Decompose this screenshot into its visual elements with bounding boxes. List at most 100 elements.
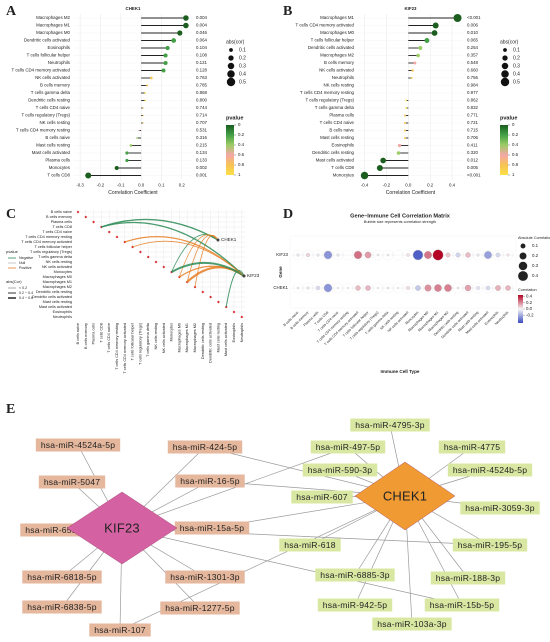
- mirna-label: hsa-miR-6818-5p: [27, 572, 96, 582]
- dot: [146, 84, 149, 87]
- p-value: 0.004: [196, 15, 208, 20]
- size-legend-dot: [519, 252, 527, 260]
- dot: [413, 61, 417, 65]
- chart-subtitle: Bubble size represents correlation stren…: [364, 220, 436, 224]
- color-legend-title: Correlation: [518, 288, 537, 292]
- x-tick-label: 0.0: [405, 183, 412, 188]
- colorbar: [500, 125, 508, 175]
- p-value: 0.064: [196, 38, 208, 43]
- category-label: T cells CD4 memory activated: [296, 23, 355, 28]
- mirna-box: [438, 440, 506, 454]
- x-axis-title: Correlation Coefficient: [386, 190, 436, 196]
- mirna-box: [460, 501, 540, 515]
- mirna-box: [35, 438, 121, 452]
- gene-node: [354, 461, 456, 531]
- bg-ring: [452, 282, 464, 294]
- mirna-label: hsa-miR-1277-5p: [165, 603, 234, 613]
- bg-ring: [292, 249, 304, 261]
- bg-ring: [432, 282, 444, 294]
- p-value: 0.065: [467, 38, 479, 43]
- mirna-label: hsa-miR-6885-3p: [320, 570, 389, 580]
- mirna-box: [174, 521, 250, 535]
- bg-ring: [332, 249, 344, 261]
- category-label: T cells gamma delta: [31, 90, 71, 95]
- p-value: 0.531: [196, 128, 208, 133]
- bg-ring: [482, 282, 494, 294]
- cell-label: Neutrophils: [53, 315, 72, 319]
- colorbar-label: 0.2: [526, 300, 533, 305]
- x-tick-label: -0.4: [361, 183, 369, 188]
- mirna-label: hsa-miR-424-5p: [173, 442, 237, 452]
- panel-label: D: [283, 207, 293, 222]
- bg-ring: [302, 282, 314, 294]
- cell-label: Macrophages M2: [43, 285, 72, 289]
- cell-label-bottom: Macrophages M0: [177, 323, 181, 352]
- diag-mark: [154, 260, 158, 264]
- category-label: Macrophages M2: [320, 53, 354, 58]
- diag-mark: [84, 215, 88, 219]
- colorbar-label: 0.6: [512, 152, 519, 157]
- cell-label: Plasma cells: [51, 220, 72, 224]
- diag-mark: [201, 290, 205, 294]
- mirna-box: [22, 600, 102, 614]
- category-label: T cells CD4 naive: [320, 120, 355, 125]
- category-label: Monocytes: [333, 173, 355, 178]
- p-value: 0.104: [196, 45, 208, 50]
- cell-label: B cells memory: [46, 215, 72, 219]
- size-legend-label: 0.2: [239, 55, 246, 61]
- mirna-label: hsa-miR-6516-5p: [25, 525, 94, 535]
- bubble: [364, 251, 372, 259]
- p-value: 0.002: [196, 165, 208, 170]
- cell-label-bottom: T cells CD4 naive: [107, 323, 111, 353]
- bg-ring: [442, 249, 454, 261]
- dot: [125, 158, 129, 163]
- category-label: Macrophages M1: [36, 23, 70, 28]
- mirna-box: [89, 623, 151, 637]
- cell-label: NK cells activated: [42, 265, 72, 269]
- size-legend-dot: [501, 62, 509, 70]
- p-value: 0.006: [467, 23, 479, 28]
- mirna-box: [430, 571, 506, 585]
- p-value: 0.771: [467, 113, 479, 118]
- mirna-box: [350, 418, 430, 432]
- colorbar-label: 0.2: [512, 132, 519, 137]
- mirna-box: [452, 538, 528, 552]
- mirna-label: hsa-miR-4524b-5p: [453, 465, 527, 475]
- dot: [142, 107, 144, 109]
- gene-node: [242, 274, 246, 278]
- bubble: [445, 252, 451, 258]
- legend-label: Null: [19, 261, 25, 265]
- mirna-box: [167, 440, 243, 454]
- mirna-box: [315, 568, 395, 582]
- dot: [163, 60, 168, 66]
- p-value: 0.800: [196, 98, 208, 103]
- cell-label-bottom: Dendritic cells resting: [201, 323, 205, 359]
- colorbar: [226, 125, 234, 175]
- category-label: NK cells resting: [39, 120, 70, 125]
- colorbar-label: 0: [238, 122, 241, 127]
- category-label: Macrophages M1: [320, 15, 354, 20]
- x-tick-label: -0.1: [117, 183, 125, 188]
- size-legend-dot: [518, 271, 528, 281]
- dot: [416, 53, 420, 58]
- p-value: 0.005: [467, 165, 479, 170]
- gene-label: KIF23: [247, 273, 260, 278]
- link: [171, 261, 245, 277]
- size-legend-dot: [500, 77, 510, 87]
- size-legend-label: 0.5: [239, 79, 246, 85]
- p-value: 0.001: [196, 173, 208, 178]
- p-value: 0.316: [196, 135, 208, 140]
- cell-label-bottom: T cells gamma delta: [146, 322, 150, 357]
- size-legend-label: 0.5: [513, 79, 520, 85]
- bg-ring: [382, 249, 394, 261]
- colorbar: [518, 295, 523, 323]
- bubble: [323, 283, 333, 293]
- p-value: 0.215: [196, 143, 208, 148]
- mirna-label: hsa-miR-3059-3p: [465, 503, 534, 513]
- bg-ring: [352, 249, 364, 261]
- bubble: [306, 253, 310, 257]
- p-value: 0.660: [467, 68, 479, 73]
- bubble: [397, 287, 399, 289]
- category-label: B cells naive: [329, 128, 354, 133]
- cell-label-bottom: B cells memory: [84, 323, 88, 349]
